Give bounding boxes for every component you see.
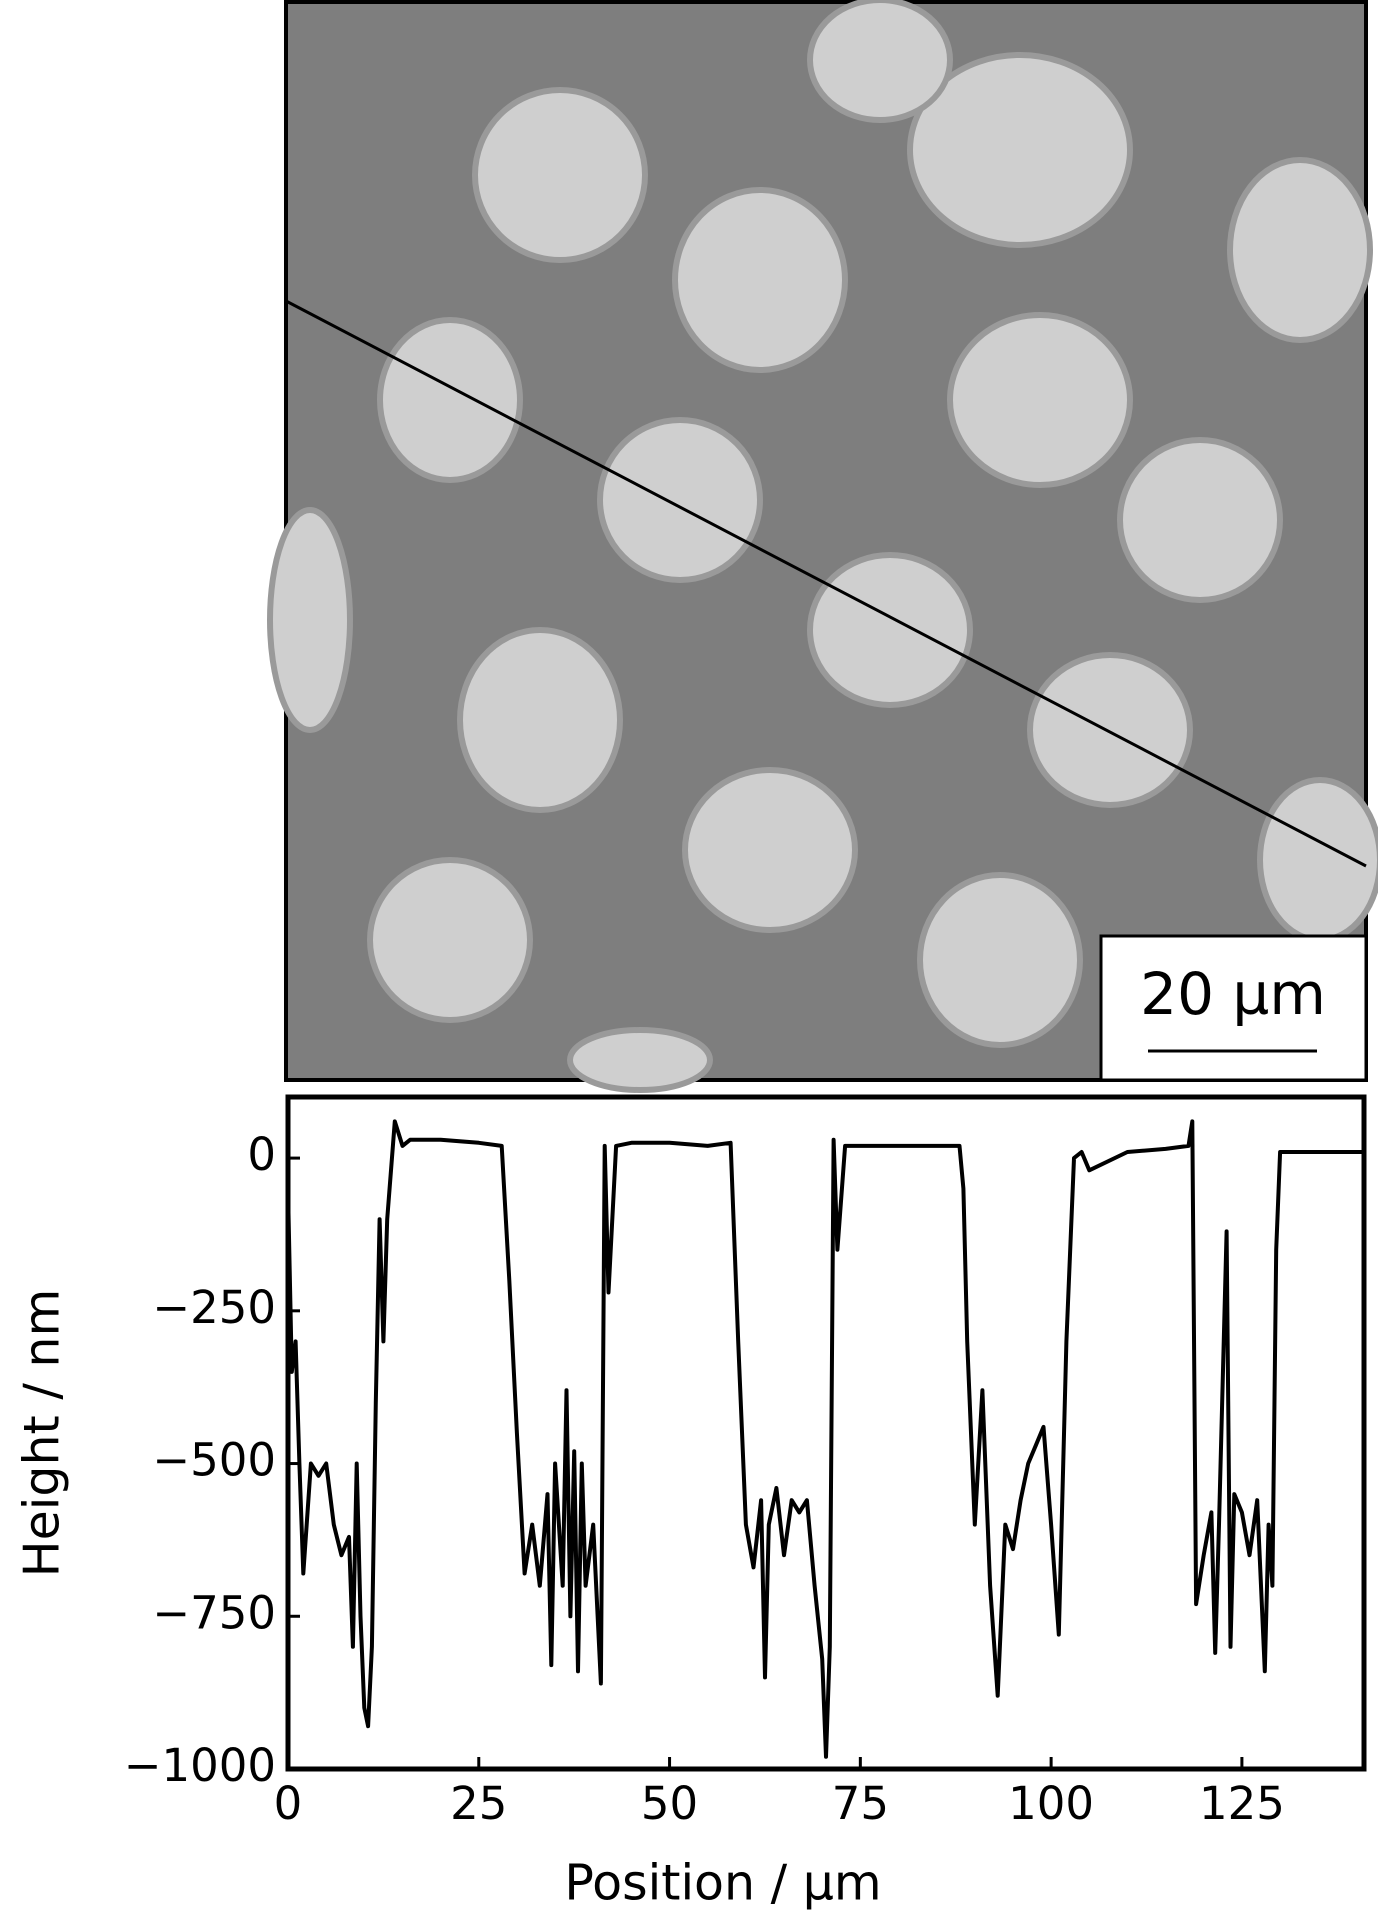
x-tick-label: 125 [1199,1777,1285,1830]
y-tick-label: 0 [247,1128,276,1181]
x-axis-label: Position / µm [564,1855,881,1912]
x-tick-label: 75 [832,1777,889,1830]
y-tick-label: −1000 [124,1739,276,1792]
profile-line [286,1119,1364,1759]
y-tick-label: −750 [152,1586,276,1639]
scale-bar-label: 20 µm [1140,960,1326,1028]
plot-frame [285,1094,1367,1772]
y-tick-label: −500 [152,1434,276,1487]
micrograph: 20 µm [267,0,1378,1093]
x-tick-label: 100 [1008,1777,1094,1830]
x-tick-label: 0 [274,1777,303,1830]
y-axis-label: Height / nm [14,1289,71,1577]
y-tick-label: −250 [152,1281,276,1334]
x-tick-label: 50 [641,1777,698,1830]
x-tick-label: 25 [450,1777,507,1830]
